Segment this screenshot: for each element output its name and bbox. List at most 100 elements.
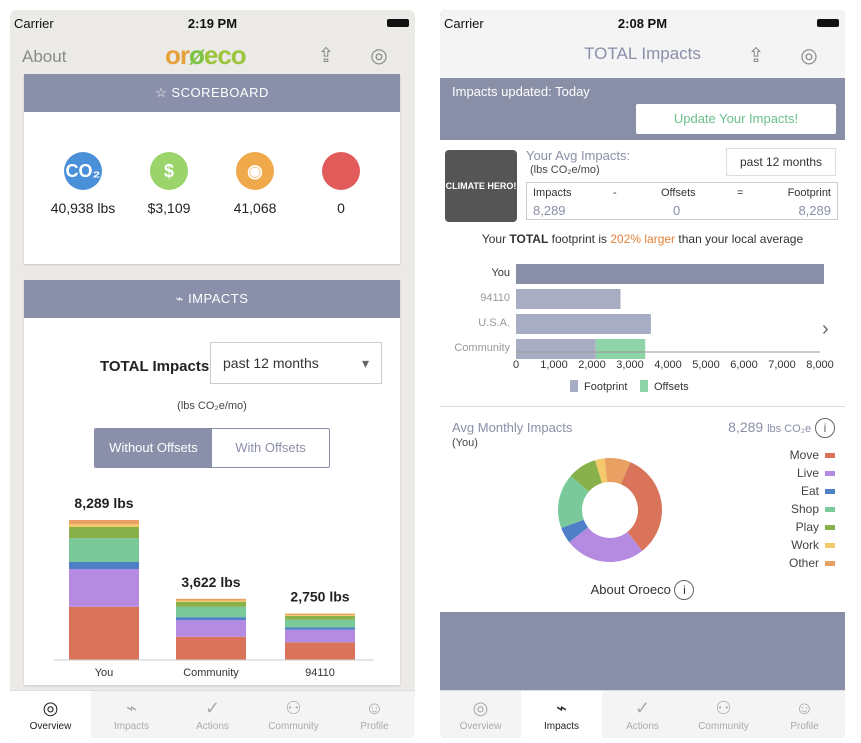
category-label: 94110 — [480, 292, 510, 304]
globe-icon[interactable]: ◎ — [368, 43, 390, 67]
tab-community[interactable]: ⚇ Community — [253, 691, 334, 738]
tab-community[interactable]: ⚇ Community — [683, 691, 764, 738]
legend-swatch — [825, 561, 835, 566]
legend-label: Live — [797, 466, 819, 480]
info-icon: i — [674, 580, 694, 600]
community-icon: ⚇ — [683, 695, 764, 721]
tab-bar: ◎ Overview ⌁ Impacts ✓ Actions ⚇ Community ☺ Prof… — [440, 690, 845, 738]
bar-segment — [285, 620, 355, 628]
monthly-title: Avg Monthly Impacts — [452, 420, 572, 435]
chevron-right-icon[interactable]: › — [822, 318, 829, 341]
bar-segment — [176, 620, 246, 637]
scoreboard-value: 40,938 lbs — [43, 200, 123, 216]
with-offsets-button[interactable]: With Offsets — [212, 429, 329, 467]
tab-label: Overview — [440, 721, 521, 732]
scoreboard-header: ☆ SCOREBOARD — [24, 74, 400, 112]
x-tick-label: 6,000 — [730, 359, 758, 371]
bar-segment — [285, 630, 355, 643]
bar-category-label: Community — [183, 667, 239, 679]
about-oroeco-link[interactable]: About Oroeco i — [440, 580, 845, 600]
share-icon[interactable]: ⇪ — [315, 43, 337, 67]
offset-toggle: Without Offsets With Offsets — [94, 428, 330, 468]
co2-icon: CO₂ — [64, 152, 102, 190]
total-impacts-label: TOTAL Impacts — [100, 358, 209, 375]
scoreboard-value: 0 — [301, 200, 381, 216]
footprint-bar — [516, 289, 621, 309]
legend-item: Live — [797, 466, 835, 480]
chevron-down-icon: ▾ — [362, 343, 369, 383]
bar-segment — [176, 617, 246, 620]
period-select[interactable]: past 12 months ▾ — [210, 342, 382, 384]
tab-impacts[interactable]: ⌁ Impacts — [521, 691, 602, 738]
legend-swatch — [825, 471, 835, 476]
clock: 2:19 PM — [10, 16, 415, 31]
scoreboard-item[interactable]: $ $3,109 — [129, 152, 209, 216]
bar-category-label: 94110 — [305, 667, 335, 679]
globe-icon: ◉ — [236, 152, 274, 190]
offsets-value: 0 — [673, 203, 680, 218]
bar-segment — [69, 607, 139, 660]
nav-bar: About orøeco ⇪ ◎ — [10, 32, 415, 70]
tab-label: Actions — [602, 721, 683, 732]
info-icon[interactable]: i — [815, 418, 835, 438]
tab-overview[interactable]: ◎ Overview — [440, 691, 521, 738]
legend-swatch — [825, 525, 835, 530]
tab-impacts[interactable]: ⌁ Impacts — [91, 691, 172, 738]
profile-icon: ☺ — [764, 695, 845, 721]
tab-overview[interactable]: ◎ Overview — [10, 691, 91, 738]
legend-label: Footprint — [584, 381, 627, 393]
legend-swatch — [825, 543, 835, 548]
tab-profile[interactable]: ☺ Profile — [764, 691, 845, 738]
updated-label: Impacts updated: Today — [452, 84, 590, 99]
scoreboard-item[interactable]: CO₂ 40,938 lbs — [43, 152, 123, 216]
tab-label: Actions — [172, 721, 253, 732]
legend-label: Shop — [791, 502, 819, 516]
bar-segment — [69, 538, 139, 562]
dollar-icon: $ — [150, 152, 188, 190]
legend-label: Work — [791, 538, 819, 552]
overview-screen: Carrier 2:19 PM About orøeco ⇪ ◎ ☆ SCORE… — [10, 10, 415, 738]
tab-label: Community — [683, 721, 764, 732]
scoreboard-item[interactable]: 0 — [301, 152, 381, 216]
community-icon: ⚇ — [253, 695, 334, 721]
tab-actions[interactable]: ✓ Actions — [602, 691, 683, 738]
monthly-value: 8,289 lbs CO₂e i — [728, 418, 835, 438]
impacts-summary: Impacts - Offsets = Footprint 8,289 0 8,… — [526, 182, 838, 220]
bar-segment — [285, 627, 355, 629]
status-bar: Carrier 2:19 PM — [10, 10, 415, 32]
without-offsets-button[interactable]: Without Offsets — [95, 429, 212, 467]
bar-segment — [285, 642, 355, 660]
legend-swatch — [825, 453, 835, 458]
x-tick-label: 7,000 — [768, 359, 796, 371]
impacts-label: Impacts — [533, 187, 572, 199]
bar-segment — [69, 562, 139, 569]
update-impacts-button[interactable]: Update Your Impacts! — [636, 104, 836, 134]
scoreboard-value: $3,109 — [129, 200, 209, 216]
legend-label: Eat — [801, 484, 819, 498]
about-link[interactable]: About — [22, 47, 66, 67]
tab-label: Profile — [764, 721, 845, 732]
scoreboard-item[interactable]: ◉ 41,068 — [215, 152, 295, 216]
footprint-value: 8,289 — [798, 203, 831, 218]
avg-period-select[interactable]: past 12 months — [726, 148, 836, 176]
legend-item: Work — [791, 538, 835, 552]
tab-actions[interactable]: ✓ Actions — [172, 691, 253, 738]
footprint-label: Footprint — [788, 187, 831, 199]
tab-label: Impacts — [91, 721, 172, 732]
bar-value-label: 3,622 lbs — [181, 574, 240, 590]
x-tick-label: 3,000 — [616, 359, 644, 371]
legend-swatch — [825, 507, 835, 512]
category-label: You — [491, 267, 510, 279]
legend-swatch — [640, 380, 648, 392]
share-icon[interactable]: ⇪ — [745, 43, 767, 67]
battery-icon — [387, 19, 409, 27]
scoreboard-value: 41,068 — [215, 200, 295, 216]
legend-item: Shop — [791, 502, 835, 516]
oroeco-logo: orøeco — [165, 40, 246, 71]
impacts-value: 8,289 — [533, 203, 566, 218]
total-impacts-screen: Carrier 2:08 PM TOTAL Impacts ⇪ ◎ Impact… — [440, 10, 845, 738]
tab-profile[interactable]: ☺ Profile — [334, 691, 415, 738]
actions-icon: ✓ — [172, 695, 253, 721]
tab-label: Impacts — [521, 721, 602, 732]
globe-icon[interactable]: ◎ — [798, 43, 820, 67]
